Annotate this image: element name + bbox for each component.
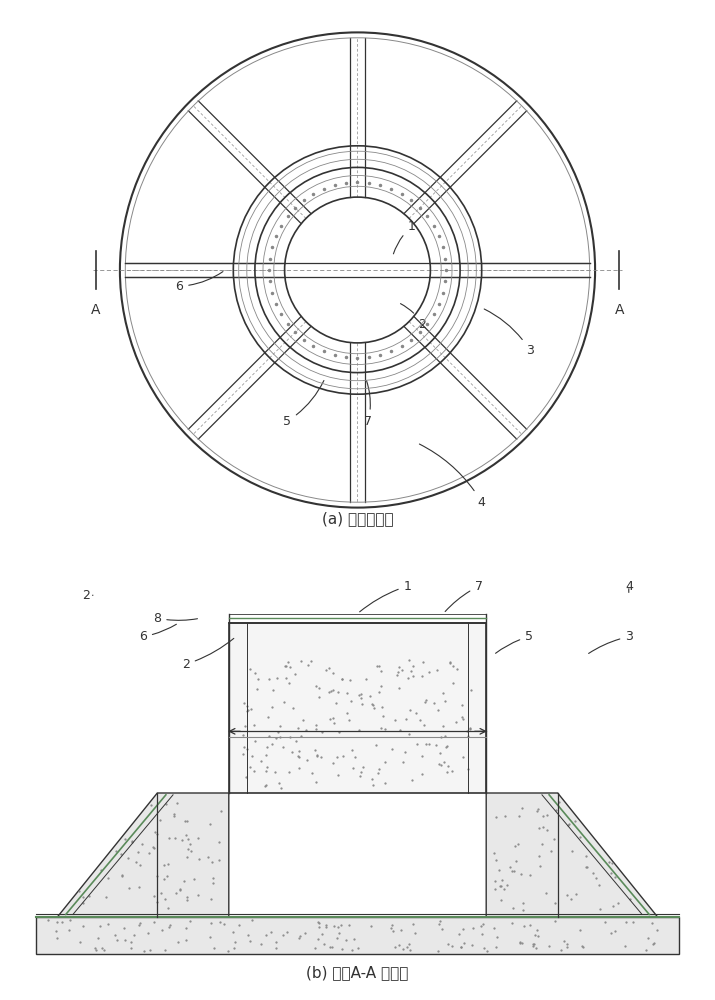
Text: 3: 3 (588, 630, 633, 653)
Text: 6: 6 (139, 624, 177, 643)
Text: 3: 3 (484, 309, 534, 358)
Text: A: A (91, 304, 100, 318)
Bar (229, 623, 486, 793)
Text: 7: 7 (445, 580, 483, 612)
Text: 1: 1 (360, 580, 412, 612)
Polygon shape (486, 793, 658, 917)
Bar (36, 917, 679, 954)
Text: 1: 1 (393, 220, 415, 254)
Text: 2: 2 (82, 589, 93, 602)
Text: A: A (615, 304, 624, 318)
Text: (a) 基础平面图: (a) 基础平面图 (322, 511, 393, 526)
Text: 5: 5 (283, 381, 324, 428)
Text: 4: 4 (625, 580, 633, 592)
Text: 7: 7 (365, 381, 373, 428)
Text: 2: 2 (400, 304, 426, 330)
Text: 4: 4 (420, 444, 485, 509)
Text: 2: 2 (182, 638, 234, 671)
Text: 5: 5 (495, 630, 533, 653)
Text: 6: 6 (175, 272, 223, 293)
Text: 8: 8 (153, 612, 197, 625)
Text: (b) 基础A-A 剖面图: (b) 基础A-A 剖面图 (306, 965, 409, 980)
Polygon shape (57, 793, 229, 917)
